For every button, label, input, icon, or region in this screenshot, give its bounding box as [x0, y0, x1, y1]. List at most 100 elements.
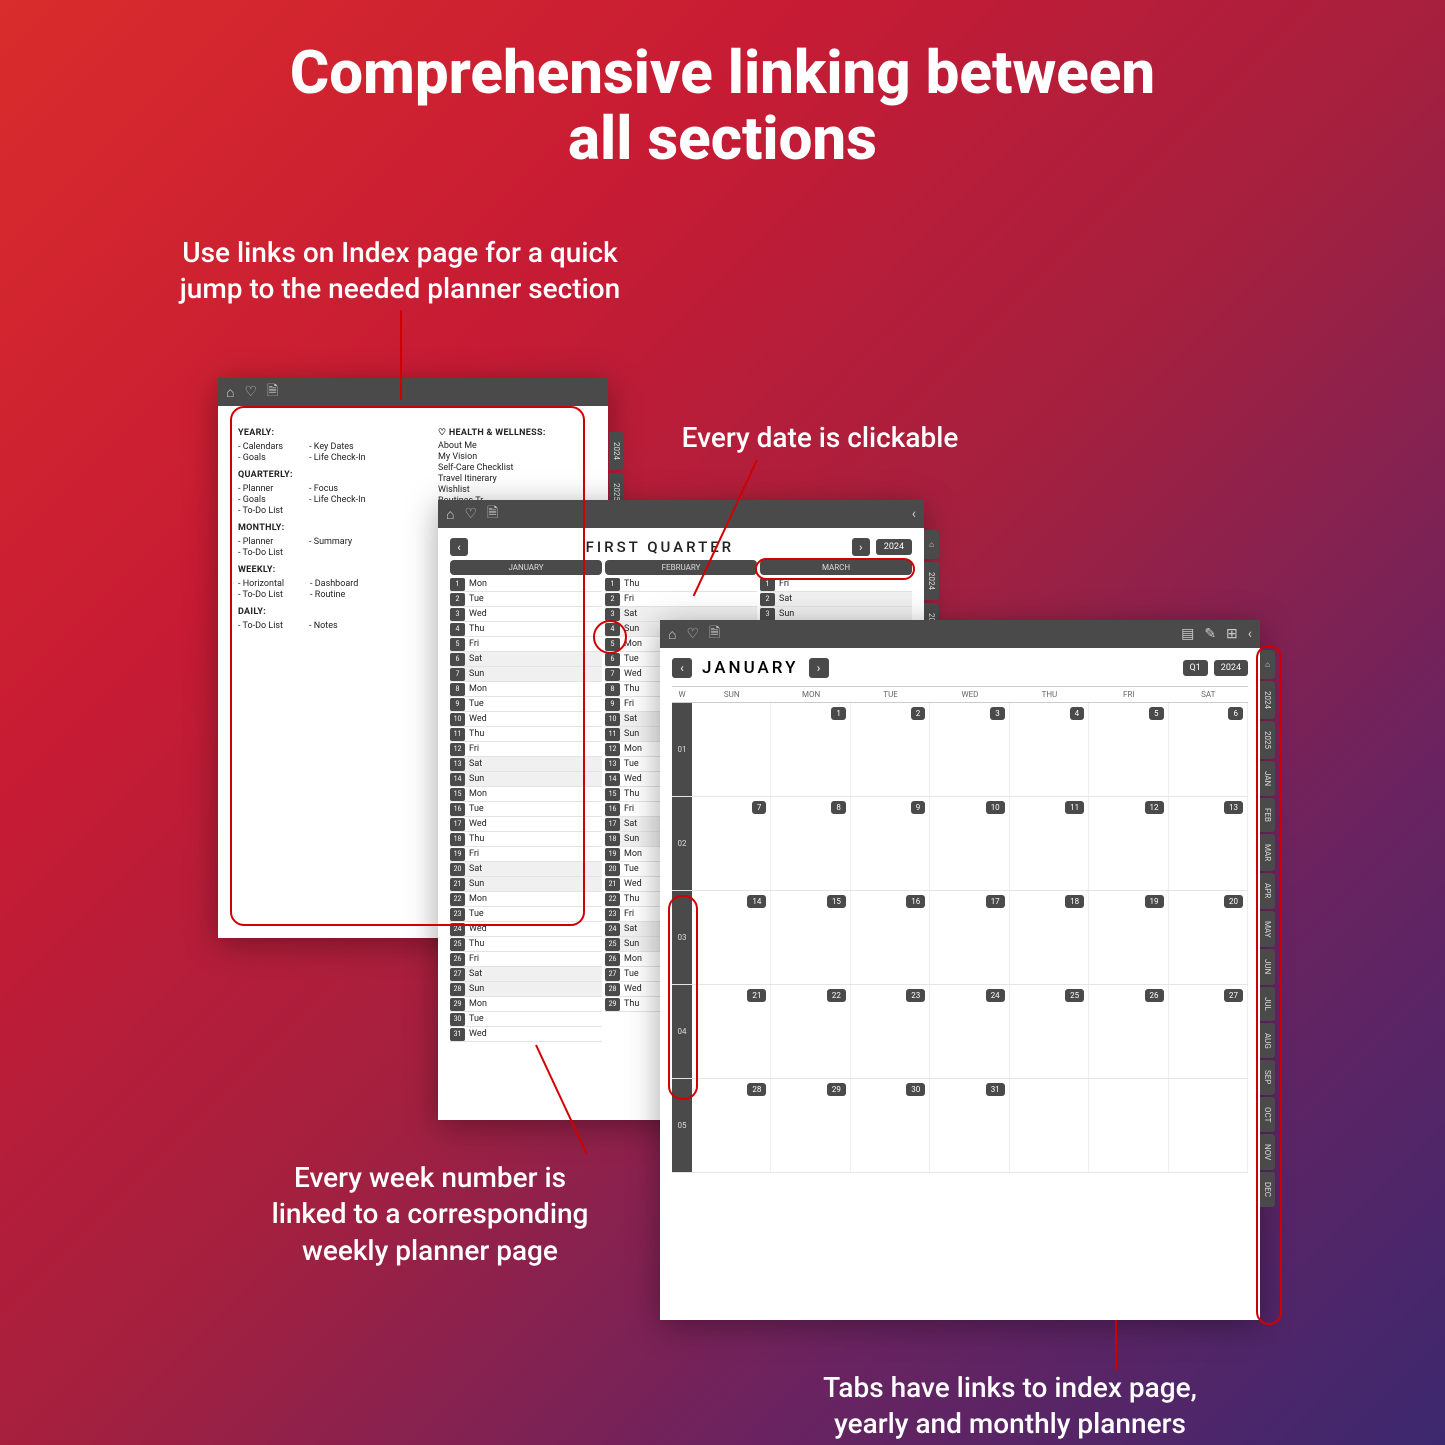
- calendar-cell[interactable]: 30: [851, 1079, 930, 1172]
- side-tab[interactable]: MAY: [1260, 911, 1275, 948]
- home-icon[interactable]: ⌂: [446, 506, 454, 523]
- calendar-cell[interactable]: [1169, 1079, 1248, 1172]
- day-row[interactable]: 2Tue: [450, 592, 602, 607]
- calendar-cell[interactable]: 14: [692, 891, 771, 984]
- chevron-left-icon[interactable]: ‹: [912, 506, 916, 522]
- day-row[interactable]: 2Sat: [760, 592, 912, 607]
- list-item[interactable]: - Life Check-In: [309, 453, 366, 463]
- day-row[interactable]: 31Wed: [450, 1027, 602, 1042]
- side-tab[interactable]: JUN: [1260, 949, 1275, 984]
- list-item[interactable]: - Life Check-In: [309, 495, 366, 505]
- heart-icon[interactable]: ♡: [686, 626, 699, 642]
- calendar-cell[interactable]: [1010, 1079, 1089, 1172]
- side-tab[interactable]: 2024: [1260, 681, 1275, 719]
- week-number[interactable]: 02: [672, 797, 692, 890]
- side-tab[interactable]: 2024: [924, 562, 939, 600]
- home-icon[interactable]: ⌂: [226, 384, 234, 401]
- day-row[interactable]: 15Mon: [450, 787, 602, 802]
- prev-button[interactable]: ‹: [450, 538, 468, 556]
- calendar-cell[interactable]: 2: [851, 703, 930, 796]
- calendar-cell[interactable]: 7: [692, 797, 771, 890]
- page-icon[interactable]: 🗎: [709, 622, 720, 646]
- day-row[interactable]: 10Wed: [450, 712, 602, 727]
- day-row[interactable]: 29Mon: [450, 997, 602, 1012]
- calendar-cell[interactable]: 1: [771, 703, 850, 796]
- week-number[interactable]: 01: [672, 703, 692, 796]
- list-item[interactable]: Travel Itinerary: [438, 474, 594, 484]
- list-item[interactable]: - To-Do List: [238, 506, 283, 516]
- day-row[interactable]: 12Fri: [450, 742, 602, 757]
- day-row[interactable]: 1Fri: [760, 577, 912, 592]
- calendar-cell[interactable]: 9: [851, 797, 930, 890]
- day-row[interactable]: 6Sat: [450, 652, 602, 667]
- calendar-cell[interactable]: 8: [771, 797, 850, 890]
- page-icon[interactable]: 🗎: [267, 380, 278, 404]
- calendar-cell[interactable]: 31: [930, 1079, 1009, 1172]
- side-tab[interactable]: DEC: [1260, 1172, 1275, 1207]
- day-row[interactable]: 8Mon: [450, 682, 602, 697]
- day-row[interactable]: 19Fri: [450, 847, 602, 862]
- side-tab[interactable]: NOV: [1260, 1134, 1275, 1170]
- day-row[interactable]: 13Sat: [450, 757, 602, 772]
- calendar-cell[interactable]: 22: [771, 985, 850, 1078]
- tool-icon[interactable]: ▤: [1181, 626, 1194, 642]
- calendar-cell[interactable]: 13: [1169, 797, 1248, 890]
- day-row[interactable]: 7Sun: [450, 667, 602, 682]
- calendar-cell[interactable]: 15: [771, 891, 850, 984]
- side-tab[interactable]: OCT: [1260, 1097, 1275, 1132]
- calendar-cell[interactable]: 6: [1169, 703, 1248, 796]
- calendar-cell[interactable]: 12: [1089, 797, 1168, 890]
- month-tab[interactable]: JANUARY: [450, 560, 602, 575]
- list-item[interactable]: Wishlist: [438, 485, 594, 495]
- list-item[interactable]: - Planner: [238, 484, 283, 494]
- calendar-cell[interactable]: 26: [1089, 985, 1168, 1078]
- calendar-cell[interactable]: 24: [930, 985, 1009, 1078]
- list-item[interactable]: My Vision: [438, 452, 594, 462]
- list-item[interactable]: - Planner: [238, 537, 283, 547]
- calendar-cell[interactable]: [1089, 1079, 1168, 1172]
- side-tab[interactable]: JUL: [1260, 987, 1275, 1021]
- page-icon[interactable]: 🗎: [487, 502, 498, 526]
- quarter-badge[interactable]: Q1: [1183, 660, 1208, 676]
- month-tab[interactable]: FEBRUARY: [605, 560, 757, 575]
- side-tab[interactable]: APR: [1260, 873, 1275, 908]
- day-row[interactable]: 20Sat: [450, 862, 602, 877]
- day-row[interactable]: 14Sun: [450, 772, 602, 787]
- side-tab[interactable]: SEP: [1260, 1060, 1275, 1094]
- side-tab[interactable]: 2025: [1260, 721, 1275, 759]
- day-row[interactable]: 1Thu: [605, 577, 757, 592]
- side-tab[interactable]: 2024: [609, 432, 624, 470]
- tool-icon[interactable]: ✎: [1204, 626, 1216, 642]
- calendar-cell[interactable]: 11: [1010, 797, 1089, 890]
- heart-icon[interactable]: ♡: [244, 384, 257, 400]
- next-button[interactable]: ›: [809, 658, 829, 678]
- year-badge[interactable]: 2024: [1214, 660, 1248, 676]
- heart-icon[interactable]: ♡: [464, 506, 477, 522]
- day-row[interactable]: 1Mon: [450, 577, 602, 592]
- list-item[interactable]: - Summary: [309, 537, 352, 547]
- list-item[interactable]: - To-Do List: [238, 621, 283, 631]
- day-row[interactable]: 30Tue: [450, 1012, 602, 1027]
- week-number[interactable]: 05: [672, 1079, 692, 1172]
- side-tab[interactable]: MAR: [1260, 834, 1275, 871]
- calendar-cell[interactable]: 17: [930, 891, 1009, 984]
- home-icon[interactable]: ⌂: [668, 626, 676, 643]
- list-item[interactable]: - Goals: [238, 453, 283, 463]
- week-number[interactable]: 03: [672, 891, 692, 984]
- list-item[interactable]: - Calendars: [238, 442, 283, 452]
- list-item[interactable]: - Focus: [309, 484, 366, 494]
- list-item[interactable]: - Horizontal: [238, 579, 284, 589]
- day-row[interactable]: 25Thu: [450, 937, 602, 952]
- next-button[interactable]: ›: [852, 538, 870, 556]
- calendar-cell[interactable]: 19: [1089, 891, 1168, 984]
- year-badge[interactable]: 2024: [876, 539, 912, 555]
- list-item[interactable]: Self-Care Checklist: [438, 463, 594, 473]
- day-row[interactable]: 9Tue: [450, 697, 602, 712]
- list-item[interactable]: - Goals: [238, 495, 283, 505]
- day-row[interactable]: 16Tue: [450, 802, 602, 817]
- day-row[interactable]: 21Sun: [450, 877, 602, 892]
- list-item[interactable]: - Notes: [309, 621, 338, 631]
- list-item[interactable]: - Key Dates: [309, 442, 366, 452]
- day-row[interactable]: 26Fri: [450, 952, 602, 967]
- side-tab[interactable]: ⌂: [924, 530, 939, 559]
